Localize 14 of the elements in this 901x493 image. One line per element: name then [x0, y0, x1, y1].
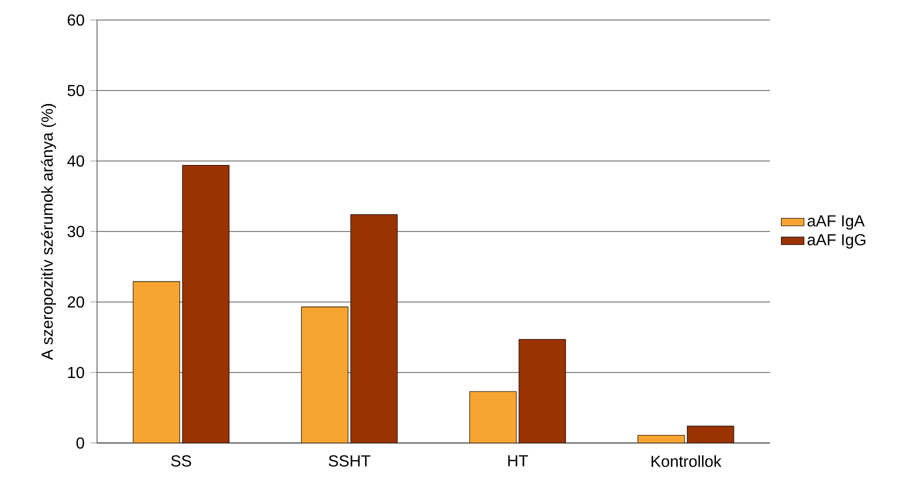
y-axis-title: A szeropozitív szérumok aránya (%) [40, 104, 56, 360]
y-tick-label: 0 [76, 437, 84, 449]
y-tick-label: 50 [68, 84, 84, 96]
legend-label: aAF IgG [808, 234, 866, 249]
y-tick-label: 60 [68, 14, 84, 26]
x-tick-label: Kontrollok [652, 455, 722, 467]
y-tick-label: 40 [67, 155, 84, 167]
x-tick-label: HT [508, 455, 528, 466]
x-tick-label: SS [171, 455, 192, 467]
y-tick-label: 30 [68, 226, 84, 238]
legend-label: aAF IgA [808, 215, 865, 230]
x-tick-label: SSHT [328, 455, 370, 467]
y-tick-label: 20 [68, 296, 84, 308]
y-tick-label: 10 [68, 366, 84, 378]
